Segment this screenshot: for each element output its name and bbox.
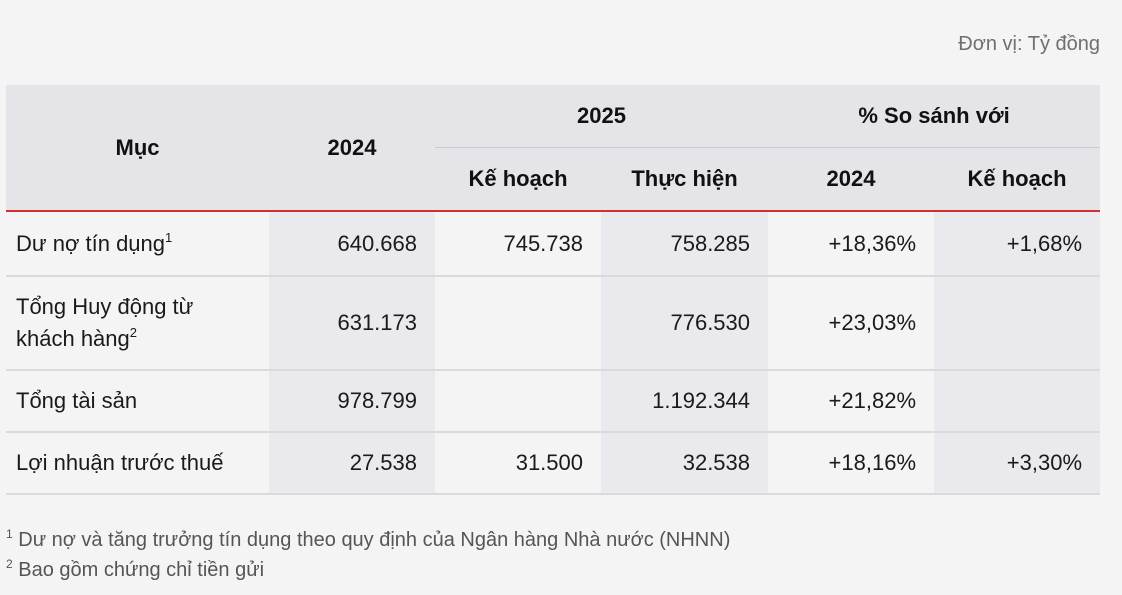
cell-plan: 745.738 bbox=[435, 211, 601, 277]
row-label: Dư nợ tín dụng1 bbox=[6, 211, 269, 277]
header-2025: 2025 bbox=[435, 85, 769, 148]
table-header: Mục 2024 2025 % So sánh với Kế hoạch Thự… bbox=[6, 85, 1101, 212]
header-compare: % So sánh với bbox=[768, 85, 1101, 148]
row-label: Tổng Huy động từ khách hàng2 bbox=[6, 276, 269, 371]
header-compare-2024: 2024 bbox=[768, 147, 935, 212]
table-row: Tổng Huy động từ khách hàng2 631.173 776.… bbox=[6, 276, 1101, 371]
row-label: Tổng tài sản bbox=[6, 370, 269, 433]
cell-vs-plan bbox=[934, 276, 1101, 371]
cell-actual: 776.530 bbox=[601, 276, 769, 371]
cell-plan bbox=[435, 276, 601, 371]
cell-vs-2024: +18,36% bbox=[768, 211, 935, 277]
cell-vs-2024: +23,03% bbox=[768, 276, 935, 371]
header-ke-hoach: Kế hoạch bbox=[435, 147, 601, 212]
financial-results-table: Mục 2024 2025 % So sánh với Kế hoạch Thự… bbox=[6, 85, 1101, 495]
cell-2024: 640.668 bbox=[269, 211, 435, 277]
table-row: Lợi nhuận trước thuế 27.538 31.500 32.53… bbox=[6, 432, 1101, 495]
row-label: Lợi nhuận trước thuế bbox=[6, 432, 269, 495]
header-muc: Mục bbox=[6, 85, 269, 212]
cell-plan bbox=[435, 370, 601, 433]
cell-2024: 978.799 bbox=[269, 370, 435, 433]
cell-actual: 1.192.344 bbox=[601, 370, 769, 433]
footnote-2: 2 Bao gồm chứng chỉ tiền gửi bbox=[6, 557, 265, 581]
cell-vs-2024: +21,82% bbox=[768, 370, 935, 433]
footnote-1: 1 Dư nợ và tăng trưởng tín dụng theo quy… bbox=[6, 527, 731, 551]
table-row: Tổng tài sản 978.799 1.192.344 +21,82% bbox=[6, 370, 1101, 433]
cell-2024: 27.538 bbox=[269, 432, 435, 495]
header-2024: 2024 bbox=[269, 85, 435, 212]
cell-vs-2024: +18,16% bbox=[768, 432, 935, 495]
cell-vs-plan: +3,30% bbox=[934, 432, 1101, 495]
header-compare-ke-hoach: Kế hoạch bbox=[934, 147, 1101, 212]
cell-vs-plan: +1,68% bbox=[934, 211, 1101, 277]
cell-actual: 32.538 bbox=[601, 432, 769, 495]
table-row: Dư nợ tín dụng1 640.668 745.738 758.285 … bbox=[6, 211, 1101, 277]
cell-plan: 31.500 bbox=[435, 432, 601, 495]
header-thuc-hien: Thực hiện bbox=[601, 147, 769, 212]
cell-actual: 758.285 bbox=[601, 211, 769, 277]
cell-2024: 631.173 bbox=[269, 276, 435, 371]
cell-vs-plan bbox=[934, 370, 1101, 433]
unit-label: Đơn vị: Tỷ đồng bbox=[958, 33, 1100, 55]
footnotes: 1 Dư nợ và tăng trưởng tín dụng theo quy… bbox=[6, 525, 730, 585]
